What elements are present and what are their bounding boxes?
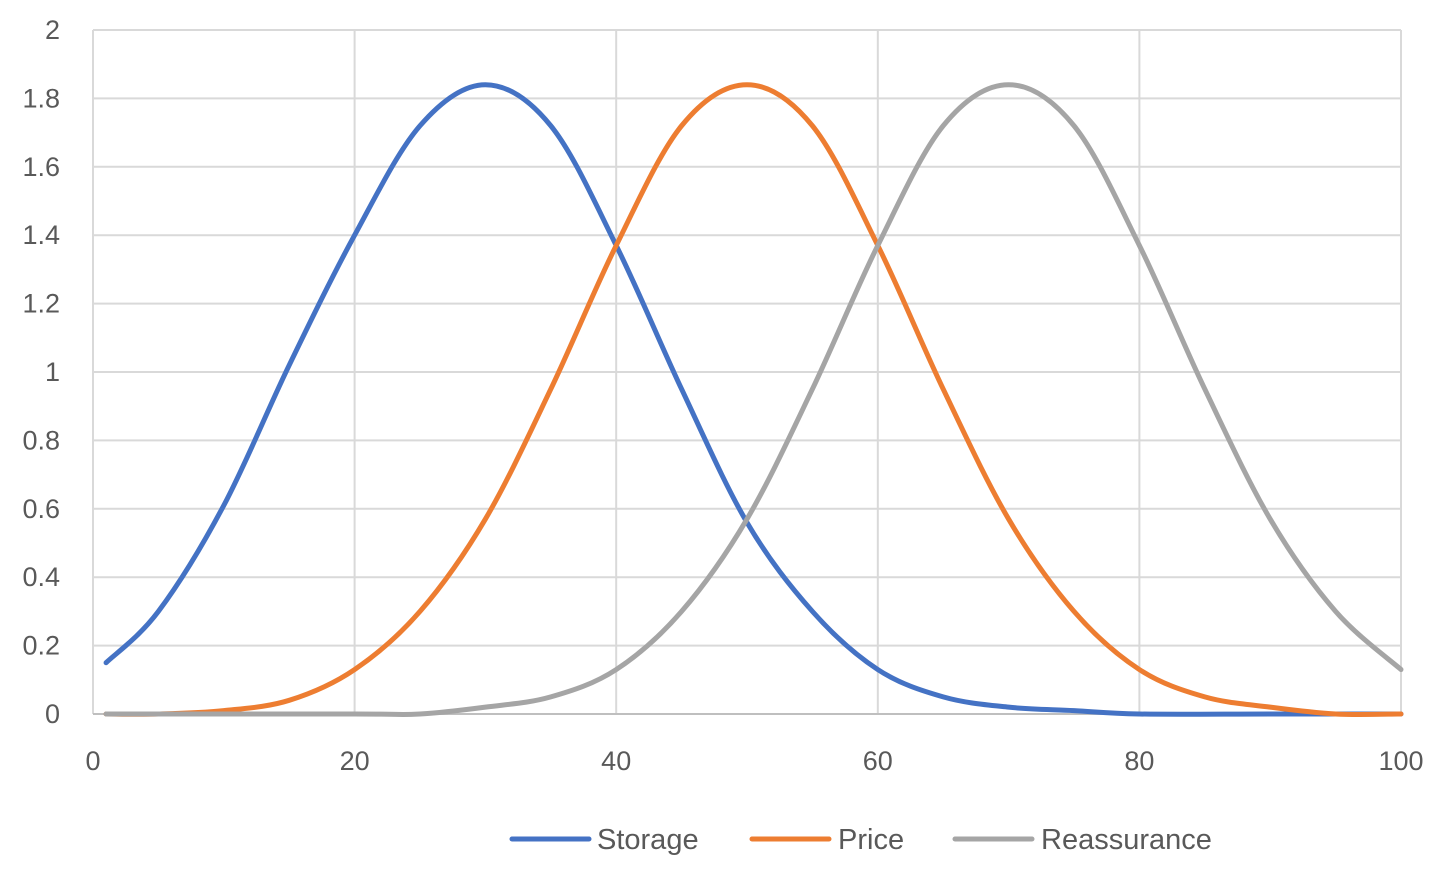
x-tick-label: 100 [1378,746,1423,776]
legend-label: Reassurance [1041,824,1212,856]
x-tick-label: 40 [601,746,631,776]
y-tick-label: 0 [45,699,60,729]
x-tick-label: 20 [340,746,370,776]
y-tick-label: 1.2 [22,289,60,319]
legend-label: Price [838,824,904,856]
series-line-price [103,82,1404,718]
legend-item-reassurance: Reassurance [952,824,1212,856]
y-tick-label: 0.2 [22,631,60,661]
y-tick-label: 2 [45,15,60,45]
y-tick-label: 0.8 [22,425,60,455]
y-tick-label: 1.4 [22,220,60,250]
gridlines [92,29,1402,714]
series-line-reassurance [103,82,1404,718]
legend-item-storage: Storage [509,824,699,856]
x-tick-label: 80 [1124,746,1154,776]
y-tick-label: 1.6 [22,152,60,182]
x-tick-label: 0 [85,746,100,776]
y-tick-label: 0.4 [22,562,60,592]
y-tick-label: 1.8 [22,83,60,113]
legend: Storage Price Reassurance [509,824,1212,856]
y-tick-label: 1 [45,357,60,387]
series-line-storage [103,82,1404,717]
tick-labels: 00.20.40.60.811.21.41.61.820 20 40 60 80 100 [22,15,1423,776]
series-lines [103,82,1404,718]
legend-item-price: Price [749,824,904,856]
legend-label: Storage [597,824,699,856]
y-tick-label: 0.6 [22,494,60,524]
x-tick-label: 60 [863,746,893,776]
